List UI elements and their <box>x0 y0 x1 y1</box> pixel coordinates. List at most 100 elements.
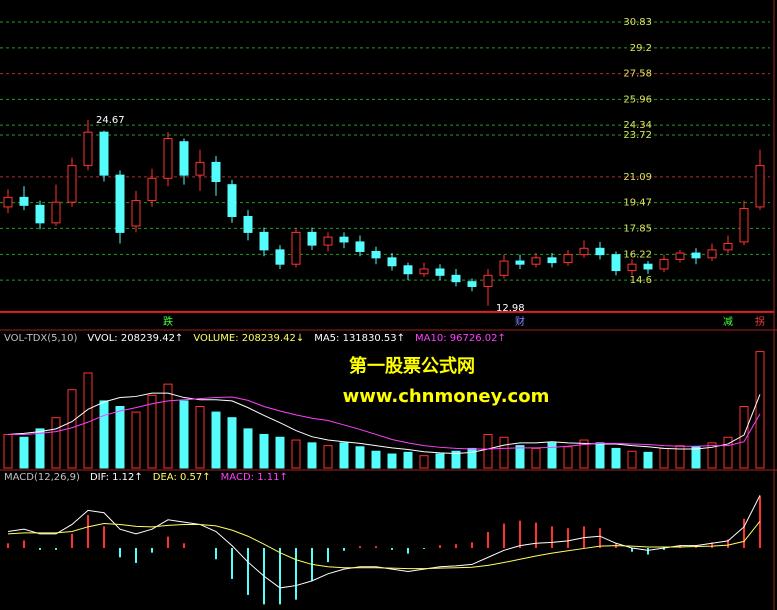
candle-body <box>387 257 397 267</box>
volume-bar <box>563 446 573 469</box>
y-tick-label: 24.34 <box>623 120 652 131</box>
volume-bar <box>707 442 717 469</box>
indicator-label: MACD(12,26,9) <box>4 472 80 483</box>
event-marker: 拐 <box>755 315 765 328</box>
candle-body <box>115 174 125 233</box>
volume-bar <box>99 400 109 469</box>
candle-body <box>371 250 381 259</box>
candle-body <box>67 165 77 203</box>
event-marker: 跌 <box>163 315 173 328</box>
y-tick-label: 30.83 <box>623 17 652 28</box>
event-marker: 财 <box>515 315 525 328</box>
volume-bar <box>419 455 429 469</box>
y-tick-label: 25.96 <box>623 94 652 105</box>
y-tick-label: 14.6 <box>630 275 652 286</box>
candle-body <box>355 241 365 252</box>
volume-bar <box>339 442 349 469</box>
volume-bar <box>627 450 637 469</box>
volume-bar <box>19 436 29 469</box>
volume-bar <box>675 445 685 469</box>
candle-body <box>451 274 461 283</box>
candle-body <box>323 236 333 246</box>
candle-body <box>675 252 685 260</box>
indicator-label: MA10: 96726.02↑ <box>415 333 506 344</box>
y-tick-label: 19.47 <box>623 198 652 209</box>
y-tick-label: 17.85 <box>623 223 652 234</box>
volume-bar <box>531 447 541 469</box>
candle-body <box>227 184 237 217</box>
volume-bar <box>227 417 237 469</box>
candle-body <box>483 274 493 287</box>
indicator-label: MACD: 1.11↑ <box>221 472 288 483</box>
candle-body <box>243 215 253 233</box>
volume-bar <box>163 383 173 469</box>
price-annotation: 12.98 <box>496 303 525 314</box>
candle-body <box>659 258 669 270</box>
indicator-label: DEA: 0.57↑ <box>153 472 211 483</box>
candle-body <box>707 249 717 259</box>
candle-body <box>691 252 701 259</box>
volume-bar <box>403 451 413 469</box>
volume-bar <box>275 436 285 469</box>
indicator-label: DIF: 1.12↑ <box>90 472 143 483</box>
ma-line <box>7 392 761 454</box>
candle-body <box>99 131 109 176</box>
candle-body <box>435 268 445 276</box>
candle-body <box>19 196 29 206</box>
candle-body <box>339 236 349 243</box>
volume-bar <box>611 447 621 469</box>
macd-line <box>7 520 761 570</box>
volume-bar <box>291 439 301 469</box>
candle-body <box>643 263 653 270</box>
y-tick-label: 23.72 <box>623 130 652 141</box>
volume-bar <box>51 417 61 469</box>
candle-body <box>259 231 269 251</box>
volume-bar <box>3 433 13 469</box>
candle-body <box>579 247 589 256</box>
y-tick-label: 21.09 <box>623 172 652 183</box>
y-tick-label: 16.22 <box>623 249 652 260</box>
volume-bar <box>499 436 509 469</box>
volume-bar <box>355 446 365 469</box>
candle-body <box>531 257 541 265</box>
candle-body <box>35 204 45 224</box>
volume-bar <box>659 447 669 469</box>
volume-bar <box>307 442 317 469</box>
volume-bar <box>147 394 157 469</box>
volume-bar <box>243 428 253 469</box>
candle-body <box>51 201 61 224</box>
candle-body <box>211 161 221 182</box>
volume-bar <box>387 453 397 469</box>
indicator-label: VOLUME: 208239.42↓ <box>193 333 304 344</box>
candle-body <box>627 263 637 272</box>
volume-bar <box>483 433 493 469</box>
volume-bar <box>259 433 269 469</box>
volume-bar <box>595 442 605 469</box>
volume-bar <box>451 450 461 469</box>
candle-body <box>131 200 141 227</box>
candle-body <box>499 260 509 276</box>
candle-body <box>275 249 285 265</box>
price-annotation: 24.67 <box>96 115 125 126</box>
candle-body <box>291 231 301 265</box>
candle-body <box>755 165 765 208</box>
indicator-label: VOL-TDX(5,10) <box>4 333 77 344</box>
candle-body <box>195 161 205 176</box>
candle-body <box>515 260 525 265</box>
ma-line <box>8 396 761 450</box>
volume-bar <box>435 453 445 469</box>
candle-body <box>163 138 173 179</box>
candle-body <box>3 196 13 208</box>
indicator-label: MA5: 131830.53↑ <box>314 333 405 344</box>
volume-bar <box>579 439 589 469</box>
volume-bar <box>179 400 189 469</box>
volume-bar <box>195 406 205 469</box>
volume-bar <box>131 411 141 469</box>
y-tick-label: 27.58 <box>623 69 652 80</box>
candle-body <box>307 231 317 246</box>
candle-body <box>723 243 733 251</box>
watermark: www.chnmoney.com <box>343 386 550 407</box>
watermark: 第一股票公式网 <box>349 355 475 377</box>
